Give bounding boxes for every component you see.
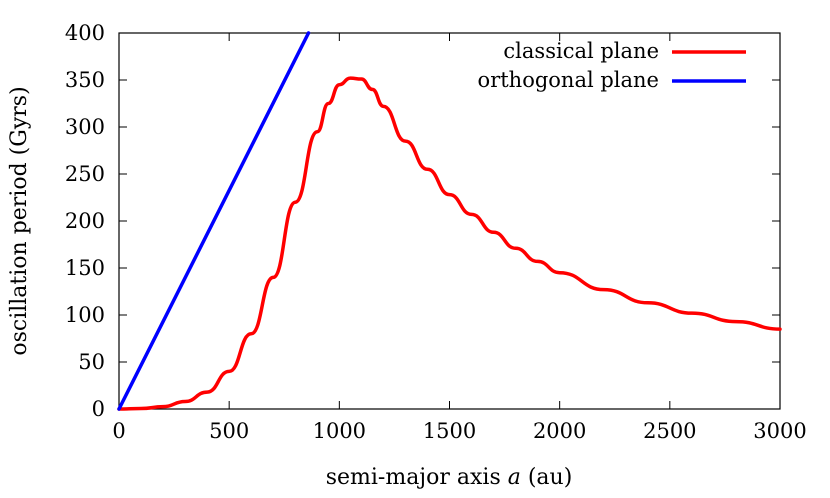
x-tick-label: 2500 — [643, 419, 696, 443]
legend: classical plane orthogonal plane — [478, 39, 746, 92]
y-tick-label: 400 — [65, 21, 105, 45]
x-tick-label: 500 — [209, 419, 249, 443]
y-tick-label: 300 — [65, 115, 105, 139]
x-axis-title: semi-major axis a (au) — [326, 465, 573, 490]
x-tick-label: 0 — [112, 419, 125, 443]
x-tick-label: 1000 — [313, 419, 366, 443]
y-tick-label: 250 — [65, 162, 105, 186]
legend-label-classical: classical plane — [503, 39, 659, 63]
series-lines — [117, 31, 782, 411]
y-axis-title: oscillation period (Gyrs) — [7, 86, 32, 355]
ticks — [118, 32, 781, 410]
y-tick-label: 50 — [78, 350, 105, 374]
y-tick-label: 350 — [65, 68, 105, 92]
y-tick-label: 150 — [65, 256, 105, 280]
y-tick-label: 200 — [65, 209, 105, 233]
y-tick-label: 0 — [92, 397, 105, 421]
x-tick-label: 3000 — [753, 419, 806, 443]
y-tick-label: 100 — [65, 303, 105, 327]
legend-label-orthogonal: orthogonal plane — [478, 68, 659, 92]
x-tick-label: 2000 — [533, 419, 586, 443]
series-line-0 — [117, 76, 782, 411]
plot-frame — [118, 32, 781, 410]
tick-labels: 0 500 1000 1500 2000 2500 3000 0 50 100 150 200 250 3… — [65, 21, 807, 443]
series-line-1 — [117, 31, 311, 411]
x-tick-label: 1500 — [423, 419, 476, 443]
